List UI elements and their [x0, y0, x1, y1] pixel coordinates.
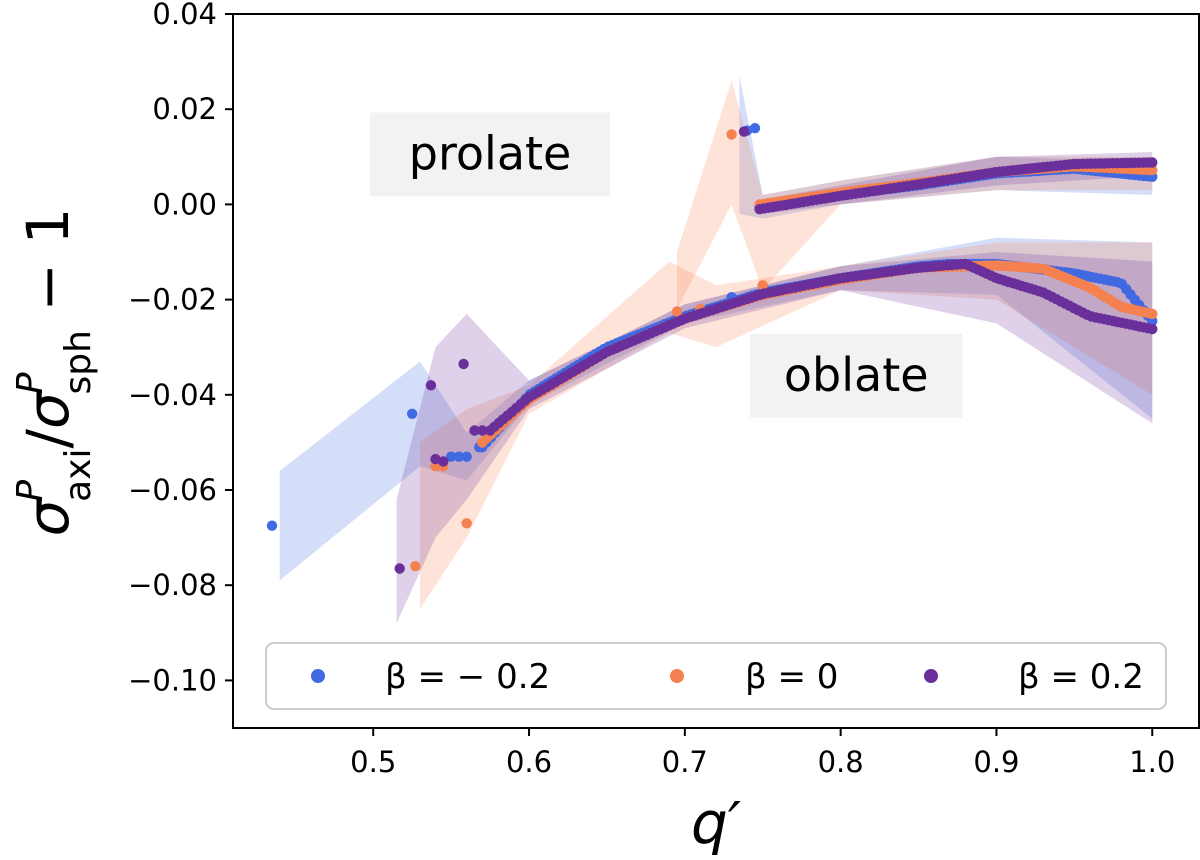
legend-label-2: β = 0.2: [1018, 657, 1144, 697]
y-title-sub-1: axi: [58, 448, 99, 501]
point-1-prolate-90: [1147, 164, 1158, 176]
y-tick-label-7: 0.04: [152, 0, 217, 31]
x-tick-label-4: 0.9: [973, 745, 1019, 779]
y-tick-label-2: −0.06: [128, 473, 217, 507]
y-tick-label-6: 0.02: [152, 92, 217, 126]
x-axis-title: q′: [691, 789, 741, 857]
y-tick-label-4: −0.02: [128, 283, 217, 317]
x-axis: 0.5 0.6 0.7 0.8 0.9 1.0: [350, 728, 1175, 779]
point-0-isolated-3: [453, 451, 465, 462]
x-tick-label-0: 0.5: [350, 745, 396, 779]
legend-marker-0: [311, 669, 325, 683]
y-title-slash: /: [14, 428, 82, 448]
y-tick-label-3: −0.04: [128, 378, 217, 412]
legend-marker-1: [670, 669, 684, 683]
legend-box: [265, 642, 1167, 710]
point-0-isolated-2: [445, 451, 457, 462]
point-1-isolated-0: [410, 561, 421, 572]
plot-frame: [232, 13, 1200, 729]
point-1-oblate-154: [1147, 308, 1158, 320]
point-0-isolated-8: [749, 123, 761, 134]
annotation-box-0: [370, 112, 611, 197]
y-title-sup-2: P: [10, 372, 51, 394]
point-2-isolated-2: [430, 453, 441, 465]
point-1-isolated-7: [757, 280, 768, 291]
point-1-isolated-4: [671, 306, 683, 317]
y-title-sigma-2: σ: [14, 390, 82, 429]
annotation-box-1: [750, 333, 963, 418]
band-oblate-1: [420, 242, 1153, 609]
y-title-sub-2: sph: [58, 330, 99, 394]
legend-marker-2: [924, 669, 938, 683]
x-tick-label-2: 0.7: [662, 745, 708, 779]
point-2-isolated-3: [438, 456, 449, 467]
points-layer: [266, 123, 1158, 574]
annotations-layer: prolate oblate: [370, 112, 963, 418]
point-2-isolated-6: [477, 425, 488, 436]
x-tick-label-1: 0.6: [506, 745, 552, 779]
point-0-isolated-0: [266, 520, 278, 531]
y-title-minus-one: − 1: [14, 208, 82, 330]
point-2-isolated-0: [394, 563, 405, 574]
point-1-isolated-6: [726, 129, 737, 140]
point-0-isolated-1: [407, 408, 418, 419]
x-tick-label-3: 0.8: [818, 745, 864, 779]
point-2-isolated-4: [458, 358, 469, 370]
y-title-sup-1: P: [10, 480, 51, 502]
point-2-isolated-5: [469, 425, 480, 436]
y-tick-label-1: −0.08: [128, 568, 217, 602]
point-2-prolate-90: [1147, 157, 1158, 168]
point-2-isolated-1: [425, 380, 437, 391]
point-0-isolated-4: [461, 451, 472, 462]
legend-label-0: β = − 0.2: [385, 657, 550, 697]
band-prolate-1: [677, 80, 1153, 310]
x-tick-label-5: 1.0: [1129, 745, 1175, 779]
band-prolate-0: [739, 75, 1153, 219]
y-axis: −0.10 −0.08 −0.06 −0.04 −0.02 0.00 0.02 0.04: [128, 0, 233, 697]
band-oblate-2: [396, 252, 1153, 624]
point-2-isolated-7: [738, 126, 750, 137]
y-tick-label-5: 0.00: [152, 187, 217, 221]
legend: β = − 0.2 β = 0 β = 0.2: [265, 642, 1167, 710]
y-axis-title: σP axi/σP sph − 1: [10, 208, 99, 537]
annotation-prolate: prolate: [409, 126, 572, 180]
legend-label-1: β = 0: [745, 657, 838, 697]
point-2-oblate-152: [1147, 323, 1158, 335]
y-title-sigma-1: σ: [14, 497, 82, 536]
point-1-isolated-3: [461, 518, 472, 529]
y-tick-label-0: −0.10: [128, 663, 217, 697]
annotation-oblate: oblate: [784, 348, 929, 402]
